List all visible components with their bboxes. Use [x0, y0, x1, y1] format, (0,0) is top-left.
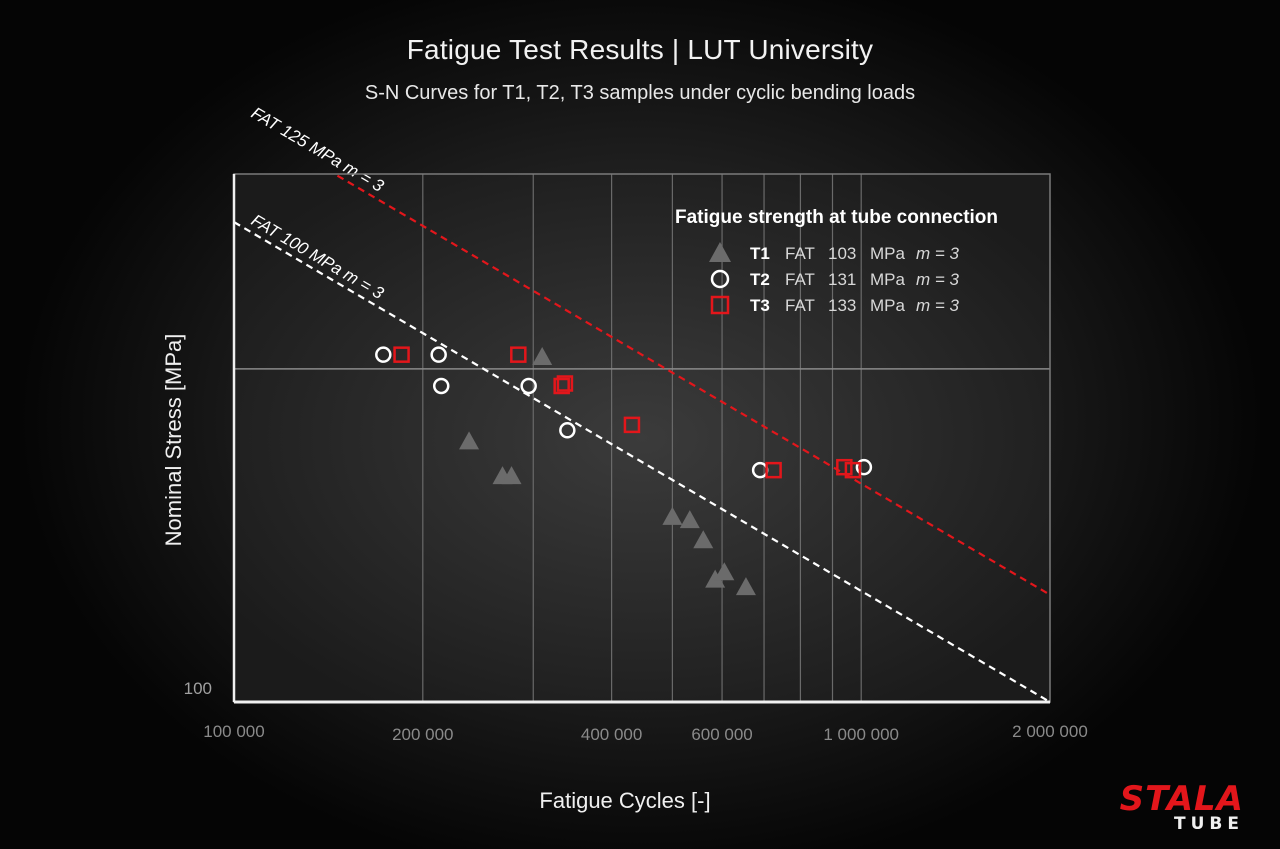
x-tick-label: 600 000: [691, 725, 752, 744]
marker-t1-triangle: [679, 510, 700, 529]
marker-t3-square: [623, 416, 641, 434]
plot-area: [234, 174, 1050, 702]
legend-fat-value: 133: [828, 296, 856, 315]
legend-m-value: m = 3: [916, 244, 960, 263]
x-tick-label: 1 000 000: [823, 725, 899, 744]
fat-line-100: [234, 221, 1050, 702]
marker-t1-triangle: [735, 577, 756, 596]
x-tick-label: 100 000: [203, 722, 264, 741]
legend-fat-unit: MPa: [870, 296, 906, 315]
legend-series-label: T1: [750, 244, 770, 263]
legend-fat-value: 103: [828, 244, 856, 263]
marker-t2-circle: [432, 377, 450, 395]
marker-t1-triangle: [532, 347, 553, 366]
legend-marker-circle: [710, 269, 730, 289]
data-points: [375, 346, 873, 596]
marker-t3-square: [836, 458, 853, 476]
chart-title: Fatigue Test Results | LUT University: [406, 34, 874, 65]
legend-fat-value: 131: [828, 270, 856, 289]
legend-marker-triangle: [709, 242, 731, 262]
x-tick-label: 400 000: [581, 725, 642, 744]
legend-fat-prefix: FAT: [785, 244, 815, 263]
legend-fat-prefix: FAT: [785, 270, 815, 289]
grid-lines: [234, 174, 1050, 702]
marker-t2-circle: [520, 377, 537, 395]
fat-lines: [234, 174, 1050, 702]
x-tick-label: 2 000 000: [1012, 722, 1088, 741]
logo-sub: TUBE: [1174, 814, 1244, 834]
legend-fat-unit: MPa: [870, 244, 906, 263]
legend-m-value: m = 3: [916, 270, 960, 289]
legend-marker-square: [710, 295, 730, 315]
marker-t1-triangle: [693, 530, 714, 549]
marker-t3-square: [510, 346, 527, 363]
stala-tube-logo: STALA TUBE: [1119, 779, 1244, 834]
x-axis-label: Fatigue Cycles [-]: [539, 788, 711, 813]
legend: Fatigue strength at tube connection T1 FAT…: [675, 207, 998, 315]
legend-fat-prefix: FAT: [785, 296, 815, 315]
marker-t1-triangle: [501, 466, 522, 485]
marker-t2-circle: [559, 422, 576, 439]
legend-fat-unit: MPa: [870, 270, 906, 289]
x-tick-label: 200 000: [392, 725, 453, 744]
marker-t1-triangle: [459, 431, 480, 450]
axes: [232, 173, 1051, 704]
marker-t2-circle: [375, 346, 392, 363]
marker-t3-square: [765, 461, 782, 479]
logo-brand: STALA: [1119, 779, 1244, 819]
marker-t1-triangle: [714, 562, 735, 581]
marker-t1-triangle: [662, 506, 683, 525]
legend-m-value: m = 3: [916, 296, 960, 315]
tick-labels: 100 000 200 000 400 000 600 000 1 000 000 2 0…: [184, 679, 1088, 744]
legend-series-label: T2: [750, 270, 770, 289]
marker-t3-square: [556, 375, 574, 392]
marker-t1-triangle: [705, 569, 726, 588]
marker-t2-circle: [855, 458, 873, 476]
legend-series-label: T3: [750, 296, 770, 315]
marker-t3-square: [553, 377, 570, 395]
marker-t3-square: [844, 461, 862, 479]
marker-t3-square: [393, 346, 410, 363]
y-axis-label: Nominal Stress [MPa]: [161, 333, 186, 547]
fat-line-125: [332, 174, 1050, 596]
y-tick-label: 100: [184, 679, 212, 698]
legend-title: Fatigue strength at tube connection: [675, 207, 998, 228]
marker-t2-circle: [430, 346, 447, 363]
chart-subtitle: S-N Curves for T1, T2, T3 samples under …: [364, 82, 916, 104]
